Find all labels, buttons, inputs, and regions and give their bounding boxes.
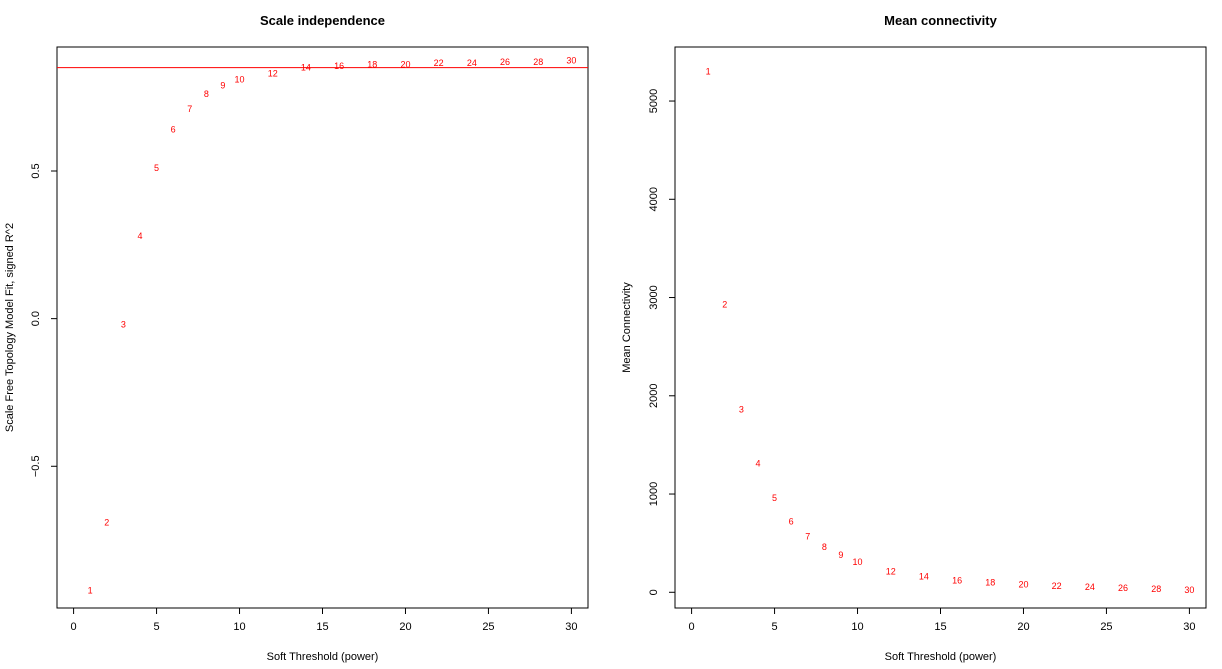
data-point-label: 4 xyxy=(137,231,142,241)
x-axis-label: Soft Threshold (power) xyxy=(267,651,379,663)
y-tick-label: 0.0 xyxy=(30,311,42,326)
data-point-label: 26 xyxy=(500,57,510,67)
y-tick-label: 4000 xyxy=(648,187,660,211)
data-point-label: 7 xyxy=(187,104,192,114)
data-point-label: 3 xyxy=(121,320,126,330)
data-point-label: 28 xyxy=(533,57,543,67)
data-point-label: 30 xyxy=(1184,585,1194,595)
data-point-label: 14 xyxy=(919,572,929,582)
data-point-label: 22 xyxy=(1052,581,1062,591)
data-point-label: 20 xyxy=(1018,579,1028,589)
x-axis: 0 5 10 15 20 25 30 xyxy=(689,607,1196,633)
y-tick-label: 0 xyxy=(648,589,660,595)
data-point-label: 12 xyxy=(886,567,896,577)
data-point-label: 24 xyxy=(1085,582,1095,592)
data-point-label: 5 xyxy=(154,163,159,173)
x-tick-label: 30 xyxy=(565,621,577,633)
data-point-label: 28 xyxy=(1151,584,1161,594)
data-point-label: 18 xyxy=(367,60,377,70)
data-point-label: 26 xyxy=(1118,583,1128,593)
data-point-label: 6 xyxy=(789,517,794,527)
x-tick-label: 5 xyxy=(154,621,160,633)
data-point-label: 16 xyxy=(952,575,962,585)
chart-title: Mean connectivity xyxy=(884,13,997,28)
x-tick-label: 0 xyxy=(689,621,695,633)
y-tick-label: 0.5 xyxy=(30,163,42,178)
data-point-label: 6 xyxy=(171,125,176,135)
panel-mean-connectivity: Mean connectivity Soft Threshold (power)… xyxy=(621,13,1207,663)
x-tick-label: 10 xyxy=(233,621,245,633)
data-point-label: 8 xyxy=(204,89,209,99)
x-tick-label: 0 xyxy=(71,621,77,633)
y-axis: 0 1000 2000 3000 4000 5000 xyxy=(648,89,676,595)
data-point-label: 10 xyxy=(853,557,863,567)
data-point-label: 9 xyxy=(220,80,225,90)
data-point-label: 4 xyxy=(755,459,760,469)
x-tick-label: 25 xyxy=(1100,621,1112,633)
x-axis-label: Soft Threshold (power) xyxy=(885,651,997,663)
data-point-label: 30 xyxy=(566,55,576,65)
data-point-label: 14 xyxy=(301,63,311,73)
data-point-label: 7 xyxy=(805,531,810,541)
data-point-label: 18 xyxy=(985,577,995,587)
chart-title: Scale independence xyxy=(260,13,385,28)
data-point-label: 5 xyxy=(772,493,777,503)
data-point-label: 20 xyxy=(400,60,410,70)
panel-scale-independence: Scale independence Soft Threshold (power… xyxy=(4,13,589,663)
x-tick-label: 15 xyxy=(316,621,328,633)
data-point-label: 22 xyxy=(434,58,444,68)
y-axis-label: Scale Free Topology Model Fit, signed R^… xyxy=(4,223,16,432)
x-tick-label: 10 xyxy=(851,621,863,633)
data-point-label: 3 xyxy=(739,405,744,415)
x-axis: 0 5 10 15 20 25 30 xyxy=(71,607,578,633)
y-axis-label: Mean Connectivity xyxy=(621,282,633,373)
data-point-label: 10 xyxy=(235,74,245,84)
y-tick-label: 2000 xyxy=(648,384,660,408)
data-point-label: 12 xyxy=(268,69,278,79)
x-tick-label: 5 xyxy=(772,621,778,633)
y-tick-label: 5000 xyxy=(648,89,660,113)
x-tick-label: 30 xyxy=(1183,621,1195,633)
y-tick-label: −0.5 xyxy=(30,455,42,477)
data-point-label: 8 xyxy=(822,542,827,552)
y-tick-label: 1000 xyxy=(648,482,660,506)
data-point-label: 9 xyxy=(838,550,843,560)
x-tick-label: 25 xyxy=(482,621,494,633)
x-tick-label: 20 xyxy=(399,621,411,633)
data-point-label: 24 xyxy=(467,58,477,68)
data-point-label: 2 xyxy=(722,299,727,309)
y-axis: −0.5 0.0 0.5 xyxy=(30,163,58,477)
data-point-label: 1 xyxy=(706,67,711,77)
x-tick-label: 20 xyxy=(1017,621,1029,633)
x-tick-label: 15 xyxy=(934,621,946,633)
data-point-label: 2 xyxy=(104,517,109,527)
y-tick-label: 3000 xyxy=(648,285,660,309)
data-point-label: 16 xyxy=(334,61,344,71)
data-point-label: 1 xyxy=(88,585,93,595)
